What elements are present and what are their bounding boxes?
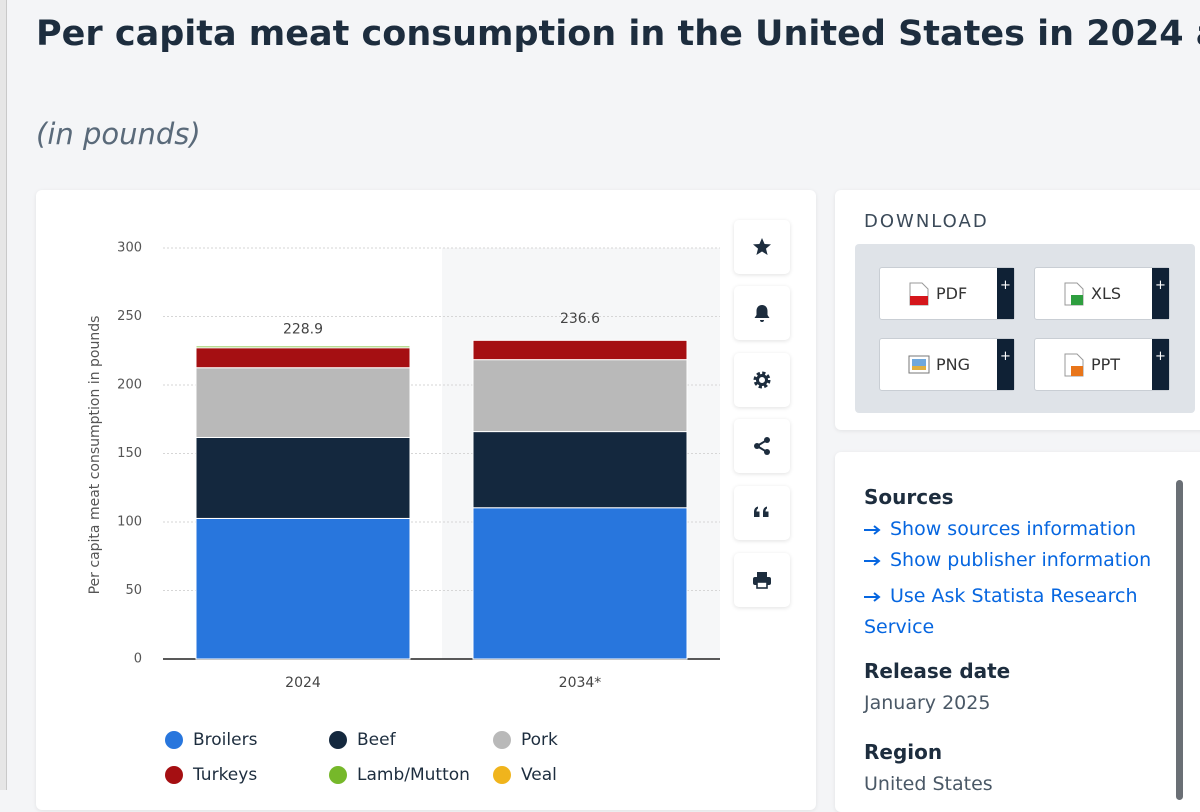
total-label: 236.6 [560,311,600,327]
legend-swatch [165,731,183,749]
bar-segment [195,367,411,438]
print-button[interactable] [734,553,790,607]
bar-segment [195,517,411,660]
y-tick-label: 300 [117,241,142,256]
bar-segment [195,436,411,519]
legend-label: Broilers [193,730,258,750]
page-title: Per capita meat consumption in the Unite… [36,14,1200,54]
details-card [835,452,1200,812]
button-plus[interactable]: + [997,268,1014,319]
y-axis-label: Per capita meat consumption in pounds [87,316,103,595]
chart: Per capita meat consumption in pounds 0 5… [87,241,720,785]
download-xls[interactable]: XLS + [1034,267,1170,320]
legend-swatch [493,766,511,784]
download-png[interactable]: PNG + [879,338,1015,391]
button-plus[interactable]: + [1152,339,1169,390]
total-label: 228.9 [283,321,323,337]
legend-swatch [165,766,183,784]
bar-segment [195,344,411,347]
y-tick-label: 100 [117,515,142,530]
y-tick-label: 150 [117,446,142,461]
button-plus[interactable]: + [1152,268,1169,319]
bar-segment [472,359,688,433]
legend-swatch [493,731,511,749]
download-heading: DOWNLOAD [864,211,989,232]
download-ppt[interactable]: PPT + [1034,338,1170,391]
legend-label: Beef [357,730,397,750]
button-label: PDF [936,284,968,303]
x-tick-label: 2034* [559,675,602,691]
link-text[interactable]: Use Ask Statista Research Service [864,585,1138,638]
settings-button[interactable] [734,353,790,407]
legend-label: Veal [521,765,557,785]
legend-label: Turkeys [192,765,257,785]
sources-heading: Sources [864,485,954,509]
legend-label: Lamb/Mutton [357,765,470,785]
x-tick-label: 2024 [285,675,321,691]
button-label: PPT [1091,355,1121,374]
window-edge [0,0,7,790]
release-heading: Release date [864,659,1011,683]
button-plus[interactable]: + [997,339,1014,390]
bar-segment [472,339,688,361]
y-tick-label: 0 [134,652,142,667]
y-tick-label: 250 [117,309,142,324]
legend-swatch [329,731,347,749]
favorite-button[interactable] [734,220,790,274]
share-button[interactable] [734,419,790,473]
legend-label: Pork [521,730,558,750]
notify-button[interactable] [734,286,790,340]
region-value: United States [864,773,993,795]
release-value: January 2025 [864,692,991,714]
legend-swatch [329,766,347,784]
scrollbar[interactable] [1176,480,1183,800]
bar-segment [472,507,688,660]
button-label: XLS [1091,284,1122,303]
research-link[interactable]: Use Ask Statista Research Service [864,581,1164,643]
button-label: PNG [936,355,971,374]
y-tick-label: 200 [117,378,142,393]
bar-segment [472,431,688,509]
bar-segment [195,347,411,369]
sources-link[interactable]: Show sources information [864,518,1136,540]
link-text[interactable]: Show publisher information [890,549,1152,571]
cite-button[interactable] [734,486,790,540]
page-subtitle: (in pounds) [36,117,201,151]
publisher-link[interactable]: Show publisher information [864,549,1151,571]
region-heading: Region [864,740,943,764]
y-tick-label: 50 [125,583,142,598]
download-pdf[interactable]: PDF + [879,267,1015,320]
link-text[interactable]: Show sources information [890,518,1136,540]
